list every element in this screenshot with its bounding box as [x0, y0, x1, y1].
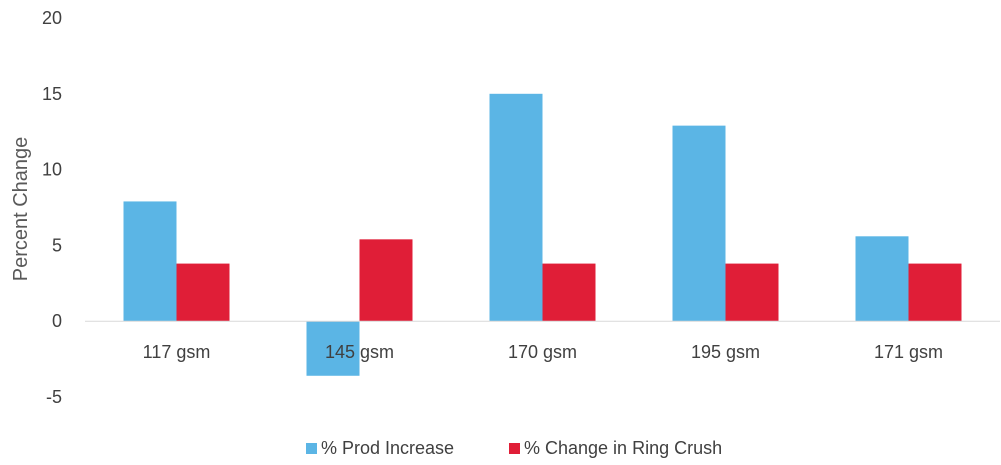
y-tick-label: 15 — [42, 84, 62, 104]
bar-ring-crush — [542, 263, 596, 322]
y-tick-label: 10 — [42, 160, 62, 180]
bar-prod-increase — [123, 201, 177, 322]
bar-ring-crush — [725, 263, 779, 322]
legend-label: % Prod Increase — [321, 438, 454, 458]
y-axis-ticks: -5 0 5 10 15 20 — [42, 8, 62, 407]
y-tick-label: 20 — [42, 8, 62, 28]
bar-prod-increase — [855, 236, 909, 322]
legend-swatch — [306, 443, 317, 454]
y-tick-label: 0 — [52, 311, 62, 331]
category-label: 145 gsm — [325, 342, 394, 362]
category-label: 117 gsm — [143, 342, 211, 362]
bars — [123, 93, 962, 376]
category-label: 195 gsm — [691, 342, 760, 362]
y-tick-label: 5 — [52, 235, 62, 255]
legend-label: % Change in Ring Crush — [524, 438, 722, 458]
bar-ring-crush — [359, 239, 413, 322]
category-label: 171 gsm — [874, 342, 943, 362]
legend-swatch — [509, 443, 520, 454]
bar-prod-increase — [672, 125, 726, 322]
bar-ring-crush — [908, 263, 962, 322]
legend: % Prod Increase % Change in Ring Crush — [306, 438, 722, 458]
category-label: 170 gsm — [508, 342, 577, 362]
bar-ring-crush — [176, 263, 230, 322]
y-axis-title: Percent Change — [10, 137, 32, 282]
bar-prod-increase — [306, 321, 360, 376]
y-tick-label: -5 — [46, 387, 62, 407]
bar-prod-increase — [489, 93, 543, 322]
category-labels: 117 gsm 145 gsm 170 gsm 195 gsm 171 gsm — [143, 342, 943, 362]
